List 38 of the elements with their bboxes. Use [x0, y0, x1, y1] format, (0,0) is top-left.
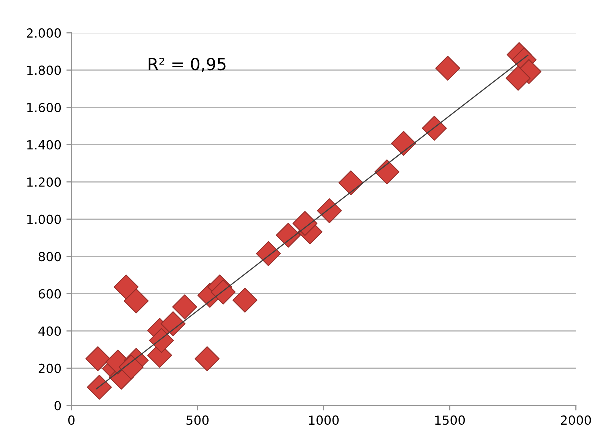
y-tick-label: 1.600 — [28, 103, 62, 113]
point — [422, 116, 448, 141]
point — [160, 311, 186, 336]
point — [211, 280, 236, 305]
point — [256, 241, 282, 266]
x-tick-label: 500 — [186, 416, 209, 426]
point — [114, 274, 139, 300]
point — [86, 346, 111, 372]
annotation: R² = 0,95 — [148, 58, 226, 72]
x-tick-label: 2000 — [561, 416, 592, 426]
point — [194, 346, 220, 372]
x-tick-label: 0 — [68, 416, 75, 426]
y-tick-label: 600 — [38, 289, 62, 299]
point — [172, 294, 198, 320]
point — [317, 198, 342, 224]
y-tick-label: 1.400 — [28, 140, 62, 150]
y-tick-label: 800 — [38, 252, 62, 262]
point — [149, 328, 174, 354]
y-tick-label: 400 — [38, 326, 62, 336]
y-tick-label: 2.000 — [27, 28, 62, 38]
point — [338, 170, 364, 196]
y-tick-label: 200 — [38, 364, 62, 374]
point — [391, 131, 416, 156]
y-tick-label: 1.800 — [28, 66, 62, 76]
point — [436, 56, 460, 81]
point — [118, 354, 144, 380]
point — [292, 211, 318, 236]
point — [124, 288, 149, 314]
point — [506, 66, 531, 91]
point — [87, 375, 112, 400]
y-tick-label: 1.000 — [28, 214, 62, 224]
point — [276, 222, 302, 248]
point — [232, 288, 258, 313]
point — [374, 160, 400, 185]
x-tick-label: 1500 — [435, 416, 466, 426]
y-tick-label: 0 — [54, 401, 62, 411]
x-tick-label: 1000 — [309, 416, 339, 426]
y-tick-label: 1.200 — [28, 178, 62, 188]
